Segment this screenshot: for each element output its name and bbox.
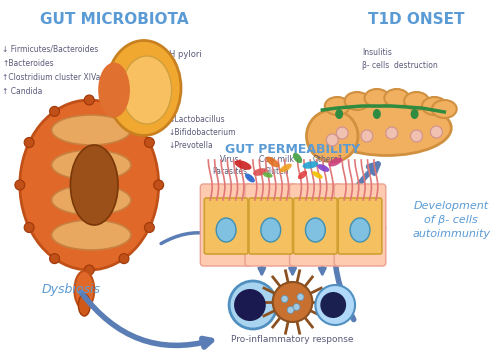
Ellipse shape (325, 97, 349, 115)
Ellipse shape (312, 171, 322, 179)
Ellipse shape (364, 89, 390, 107)
Ellipse shape (306, 218, 326, 242)
Ellipse shape (297, 293, 304, 300)
FancyBboxPatch shape (249, 198, 292, 254)
Ellipse shape (253, 168, 266, 176)
Ellipse shape (52, 185, 131, 215)
Circle shape (84, 95, 94, 105)
FancyBboxPatch shape (245, 184, 296, 266)
Text: ↓Bifidobacterium: ↓Bifidobacterium (168, 128, 236, 137)
Ellipse shape (432, 100, 456, 118)
Ellipse shape (298, 171, 307, 179)
Ellipse shape (234, 160, 252, 170)
Text: ↑ Candida: ↑ Candida (2, 87, 42, 96)
Ellipse shape (263, 172, 272, 178)
Circle shape (144, 222, 154, 233)
FancyBboxPatch shape (290, 184, 341, 266)
Ellipse shape (318, 164, 330, 172)
Ellipse shape (266, 157, 280, 167)
Ellipse shape (122, 56, 172, 124)
Circle shape (229, 281, 276, 329)
Ellipse shape (70, 145, 118, 225)
Ellipse shape (216, 218, 236, 242)
Text: GUT MICROBIOTA: GUT MICROBIOTA (40, 12, 188, 27)
Ellipse shape (106, 41, 181, 136)
Circle shape (234, 289, 266, 321)
Text: Others?: Others? (312, 155, 342, 164)
Circle shape (24, 138, 34, 148)
FancyBboxPatch shape (334, 184, 386, 266)
Text: Insulitis
β- cells  destruction: Insulitis β- cells destruction (362, 48, 438, 70)
Text: Dysbiosis: Dysbiosis (42, 283, 101, 297)
Text: Development
of β- cells
autoimmunity: Development of β- cells autoimmunity (412, 201, 490, 239)
Circle shape (361, 130, 373, 142)
FancyBboxPatch shape (338, 198, 382, 254)
Text: ↓Prevotella: ↓Prevotella (168, 141, 214, 150)
Ellipse shape (78, 294, 90, 316)
Text: Cow milk
Gluten: Cow milk Gluten (260, 155, 294, 176)
Circle shape (320, 292, 346, 318)
Ellipse shape (422, 97, 447, 115)
Text: Virus
Parasites: Virus Parasites (212, 155, 248, 176)
Ellipse shape (52, 115, 131, 145)
Ellipse shape (373, 109, 381, 119)
Text: ↑Bacteroides: ↑Bacteroides (2, 59, 54, 68)
Circle shape (316, 285, 355, 325)
Circle shape (386, 127, 398, 139)
Text: H pylori: H pylori (168, 50, 202, 59)
Ellipse shape (245, 174, 255, 183)
Ellipse shape (272, 282, 312, 322)
Ellipse shape (328, 157, 342, 167)
FancyBboxPatch shape (200, 184, 252, 266)
Circle shape (24, 222, 34, 233)
Text: ↑ Zonulin: ↑ Zonulin (349, 223, 387, 233)
Ellipse shape (404, 92, 429, 110)
Circle shape (119, 106, 129, 116)
Ellipse shape (52, 150, 131, 180)
Ellipse shape (335, 109, 343, 119)
Circle shape (430, 126, 442, 138)
Text: Pro-inflammatory response: Pro-inflammatory response (232, 335, 354, 344)
Ellipse shape (302, 161, 318, 169)
Circle shape (50, 106, 59, 116)
Circle shape (84, 265, 94, 275)
Text: ↓ Firmicutes/Bacteroides: ↓ Firmicutes/Bacteroides (2, 45, 98, 54)
Ellipse shape (293, 304, 300, 311)
Ellipse shape (293, 153, 302, 163)
Text: GUT PERMEABILITY: GUT PERMEABILITY (225, 143, 360, 156)
FancyBboxPatch shape (204, 198, 248, 254)
Circle shape (336, 127, 348, 139)
Ellipse shape (350, 218, 370, 242)
Ellipse shape (287, 306, 294, 313)
Circle shape (50, 253, 59, 264)
Circle shape (326, 134, 338, 146)
Ellipse shape (20, 100, 158, 270)
Ellipse shape (281, 295, 288, 303)
Ellipse shape (410, 109, 418, 119)
Ellipse shape (306, 110, 358, 162)
Text: ↑Clostridium cluster XIVa: ↑Clostridium cluster XIVa (2, 73, 100, 82)
Ellipse shape (52, 220, 131, 250)
Ellipse shape (322, 101, 451, 156)
Text: ↓Lactobacillus: ↓Lactobacillus (168, 115, 225, 124)
Circle shape (15, 180, 25, 190)
Text: T1D ONSET: T1D ONSET (368, 12, 465, 27)
Ellipse shape (344, 92, 370, 110)
Circle shape (410, 130, 422, 142)
Ellipse shape (261, 218, 280, 242)
Circle shape (144, 138, 154, 148)
Ellipse shape (98, 62, 130, 118)
Ellipse shape (74, 271, 94, 309)
Circle shape (154, 180, 164, 190)
FancyBboxPatch shape (294, 198, 337, 254)
Circle shape (119, 253, 129, 264)
Ellipse shape (384, 89, 409, 107)
Ellipse shape (280, 164, 292, 172)
